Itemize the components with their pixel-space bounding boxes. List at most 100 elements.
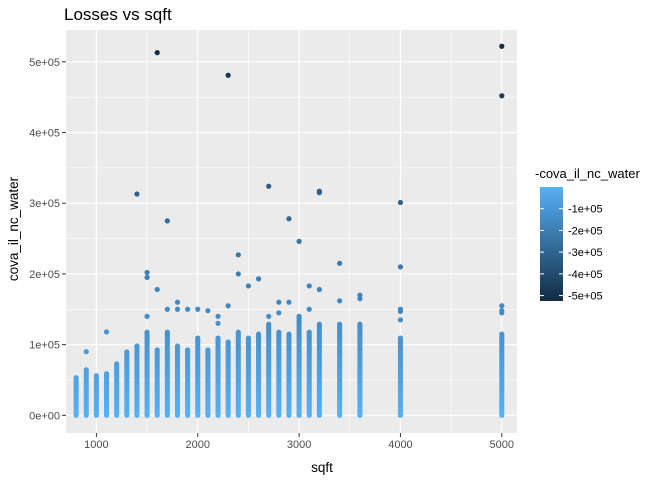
data-point bbox=[83, 349, 89, 355]
data-point bbox=[306, 306, 312, 312]
data-point bbox=[83, 367, 89, 373]
data-point bbox=[499, 303, 505, 309]
x-tick-label: 5000 bbox=[490, 439, 514, 451]
x-axis: 1000 2000 3000 4000 5000 bbox=[84, 433, 514, 451]
y-tick-label: 1e+05 bbox=[29, 340, 60, 352]
y-tick-label: 3e+05 bbox=[29, 198, 60, 210]
legend: -cova_il_nc_water -1e+05 -2e+05 -3e+05 -4e+… bbox=[535, 166, 640, 303]
data-point bbox=[286, 299, 292, 305]
data-point bbox=[164, 218, 170, 224]
x-tick-label: 4000 bbox=[388, 439, 412, 451]
data-point bbox=[337, 321, 343, 327]
data-point bbox=[235, 271, 241, 277]
data-point bbox=[144, 313, 150, 319]
data-point bbox=[235, 252, 241, 258]
legend-label: -1e+05 bbox=[568, 204, 603, 216]
data-point bbox=[73, 375, 79, 381]
data-point bbox=[357, 321, 363, 327]
data-point bbox=[215, 313, 221, 319]
data-point bbox=[276, 310, 282, 316]
data-point bbox=[174, 306, 181, 312]
data-point bbox=[164, 329, 170, 335]
x-tick-label: 2000 bbox=[186, 439, 210, 451]
data-point bbox=[296, 238, 302, 244]
data-point bbox=[397, 335, 404, 341]
y-axis-title: cova_il_nc_water bbox=[6, 176, 21, 281]
data-point bbox=[185, 306, 191, 312]
plot-panel bbox=[66, 30, 517, 433]
data-point bbox=[499, 43, 505, 49]
data-point bbox=[235, 329, 241, 335]
x-tick-label: 3000 bbox=[287, 439, 311, 451]
data-point bbox=[397, 308, 404, 314]
y-tick-label: 2e+05 bbox=[29, 269, 60, 281]
data-point bbox=[205, 308, 211, 314]
data-point bbox=[225, 303, 231, 309]
data-point bbox=[215, 335, 221, 341]
data-point bbox=[134, 343, 140, 349]
data-point bbox=[225, 339, 231, 345]
data-point bbox=[397, 317, 404, 323]
data-point bbox=[286, 331, 292, 337]
data-points bbox=[73, 43, 505, 418]
data-point bbox=[316, 286, 322, 293]
data-point bbox=[499, 93, 505, 99]
legend-title: -cova_il_nc_water bbox=[535, 166, 640, 181]
data-point bbox=[499, 310, 505, 316]
legend-label: -3e+05 bbox=[568, 247, 603, 259]
data-point bbox=[397, 199, 404, 206]
data-point bbox=[144, 274, 150, 281]
legend-label: -2e+05 bbox=[568, 225, 603, 237]
data-point bbox=[337, 298, 343, 304]
data-point bbox=[245, 283, 252, 289]
data-point bbox=[266, 321, 272, 327]
data-point bbox=[266, 183, 272, 189]
data-point bbox=[296, 313, 302, 319]
data-point bbox=[316, 190, 322, 196]
data-point bbox=[255, 331, 262, 337]
data-point bbox=[205, 347, 211, 353]
x-axis-title: sqft bbox=[311, 460, 333, 475]
data-point bbox=[103, 371, 110, 377]
data-point bbox=[154, 286, 160, 293]
data-point bbox=[134, 191, 140, 197]
data-point bbox=[103, 329, 110, 335]
data-point bbox=[357, 296, 363, 302]
x-tick-label: 1000 bbox=[84, 439, 108, 451]
data-point bbox=[255, 276, 262, 282]
data-point bbox=[185, 347, 191, 353]
data-point bbox=[154, 347, 160, 353]
data-point bbox=[337, 260, 343, 266]
data-point bbox=[245, 335, 252, 341]
data-point bbox=[306, 329, 312, 335]
data-point bbox=[195, 306, 201, 312]
legend-label: -5e+05 bbox=[568, 291, 603, 303]
data-point bbox=[215, 320, 221, 327]
data-point bbox=[93, 373, 100, 379]
data-point bbox=[276, 329, 282, 335]
y-tick-label: 0e+00 bbox=[29, 410, 60, 422]
data-point bbox=[195, 335, 201, 341]
y-tick-label: 4e+05 bbox=[29, 128, 60, 140]
legend-ticks: -1e+05 -2e+05 -3e+05 -4e+05 -5e+05 bbox=[540, 204, 603, 303]
chart-title: Losses vs sqft bbox=[64, 5, 172, 24]
data-point bbox=[499, 331, 505, 337]
data-point bbox=[114, 361, 120, 367]
legend-colorbar bbox=[540, 187, 563, 301]
data-point bbox=[397, 264, 404, 270]
data-point bbox=[164, 306, 170, 312]
data-point bbox=[174, 343, 181, 349]
y-tick-label: 5e+05 bbox=[29, 57, 60, 69]
data-point bbox=[174, 299, 181, 305]
data-point bbox=[154, 50, 160, 56]
data-point bbox=[266, 313, 272, 319]
data-point bbox=[276, 299, 282, 305]
data-point bbox=[286, 216, 292, 222]
data-point bbox=[225, 72, 231, 78]
y-axis: 0e+00 1e+05 2e+05 3e+05 4e+05 5e+05 bbox=[29, 57, 66, 422]
data-point bbox=[144, 269, 150, 276]
data-point bbox=[316, 321, 322, 327]
data-point bbox=[306, 283, 312, 289]
data-point bbox=[144, 329, 150, 335]
data-point bbox=[124, 349, 130, 355]
